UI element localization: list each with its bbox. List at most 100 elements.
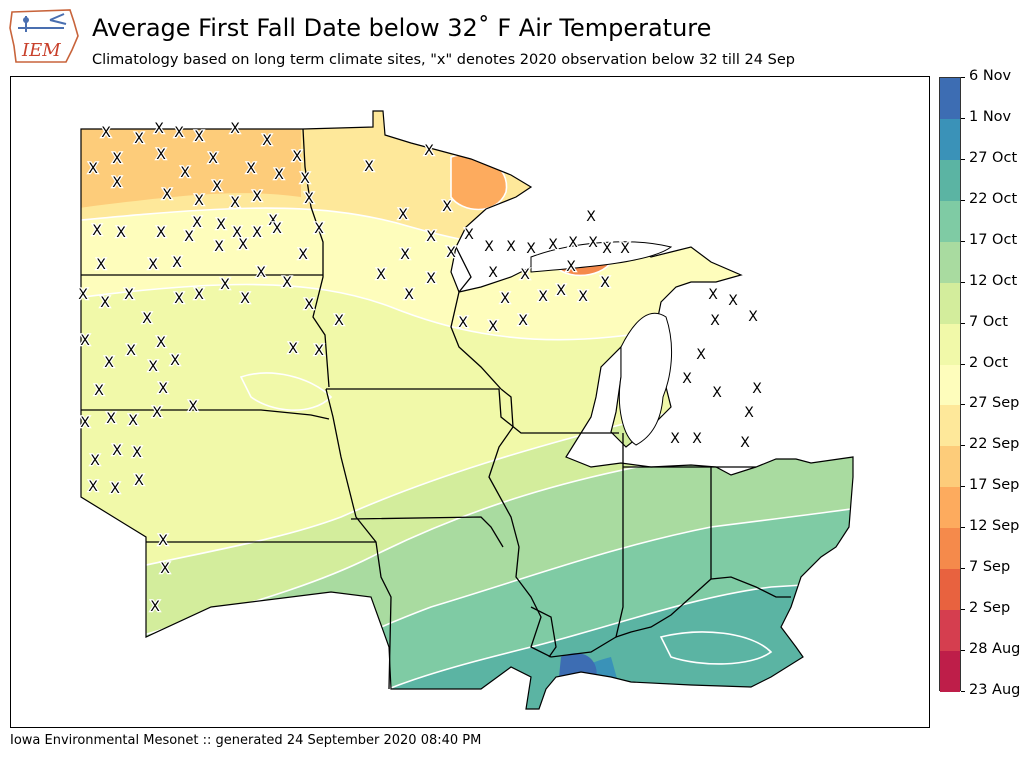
- observation-marker: X: [230, 195, 240, 211]
- observation-marker: X: [110, 481, 120, 497]
- observation-marker: X: [696, 347, 706, 363]
- observation-marker: X: [96, 257, 106, 273]
- colorbar-label: 2 Sep: [969, 600, 1011, 617]
- footer-credit: Iowa Environmental Mesonet :: generated …: [10, 733, 482, 748]
- colorbar-tick: [961, 240, 965, 242]
- observation-marker: X: [484, 239, 494, 255]
- observation-marker: X: [220, 277, 230, 293]
- colorbar-segment: [940, 610, 960, 652]
- observation-marker: X: [268, 213, 278, 229]
- state-borders: [81, 128, 791, 690]
- observation-marker: X: [152, 405, 162, 421]
- observation-marker: X: [298, 247, 308, 263]
- observation-marker: X: [752, 381, 762, 397]
- observation-marker: X: [588, 235, 598, 251]
- observation-marker: X: [488, 319, 498, 335]
- observation-marker: X: [156, 225, 166, 241]
- colorbar-segment: [940, 282, 960, 324]
- page-subtitle: Climatology based on long term climate s…: [92, 52, 795, 68]
- colorbar-segment: [940, 569, 960, 611]
- colorbar-label: 17 Oct: [969, 231, 1018, 248]
- colorbar-tick: [961, 322, 965, 324]
- observation-marker: X: [488, 265, 498, 281]
- observation-marker: X: [172, 255, 182, 271]
- observation-marker: X: [156, 147, 166, 163]
- observation-marker: X: [692, 431, 702, 447]
- observation-marker: X: [80, 415, 90, 431]
- observation-marker: X: [212, 179, 222, 195]
- colorbar: [939, 77, 961, 693]
- observation-marker: X: [364, 159, 374, 175]
- observation-marker: X: [88, 161, 98, 177]
- observation-marker: X: [464, 227, 474, 243]
- observation-marker: X: [272, 221, 282, 237]
- observation-marker: X: [602, 241, 612, 257]
- observation-marker: X: [194, 193, 204, 209]
- page-title: Average First Fall Date below 32˚ F Air …: [92, 14, 712, 42]
- colorbar-label: 7 Sep: [969, 559, 1011, 576]
- observation-marker: X: [446, 245, 456, 261]
- observation-marker: X: [180, 165, 190, 181]
- colorbar-tick: [961, 77, 965, 78]
- colorbar-label: 12 Oct: [969, 272, 1018, 289]
- colorbar-segment: [940, 78, 960, 119]
- colorbar-tick: [961, 609, 965, 611]
- observation-marker: X: [160, 561, 170, 577]
- observation-marker: X: [106, 411, 116, 427]
- observation-marker: X: [292, 149, 302, 165]
- colorbar-tick: [961, 527, 965, 529]
- observation-marker: X: [748, 309, 758, 325]
- observation-marker: X: [304, 191, 314, 207]
- iem-logo: IEM: [8, 6, 80, 68]
- colorbar-segment: [940, 159, 960, 201]
- observation-marker: X: [334, 313, 344, 329]
- observation-marker: X: [170, 353, 180, 369]
- observation-marker: X: [132, 445, 142, 461]
- observation-marker: X: [208, 151, 218, 167]
- observation-marker: X: [156, 335, 166, 351]
- observation-marker: X: [252, 189, 262, 205]
- observation-marker: X: [620, 241, 630, 257]
- observation-marker: X: [506, 239, 516, 255]
- observation-marker: X: [116, 225, 126, 241]
- observation-marker: X: [88, 479, 98, 495]
- colorbar-label: 1 Nov: [969, 108, 1012, 125]
- observation-marker: X: [252, 225, 262, 241]
- observation-marker: X: [158, 533, 168, 549]
- colorbar-tick: [961, 158, 965, 160]
- observation-marker: X: [194, 287, 204, 303]
- colorbar-segment: [940, 651, 960, 693]
- observation-marker: X: [158, 381, 168, 397]
- colorbar-label: 17 Sep: [969, 477, 1020, 494]
- observation-marker: X: [314, 221, 324, 237]
- observation-marker: X: [154, 121, 164, 137]
- colorbar-tick: [961, 486, 965, 488]
- observation-marker: X: [304, 297, 314, 313]
- observation-marker: X: [240, 291, 250, 307]
- observation-marker: X: [232, 225, 242, 241]
- observation-marker: X: [188, 399, 198, 415]
- observation-marker: X: [458, 315, 468, 331]
- observation-marker: X: [126, 343, 136, 359]
- observation-marker: X: [80, 333, 90, 349]
- observation-marker: X: [238, 237, 248, 253]
- observation-marker: X: [104, 355, 114, 371]
- observation-marker: X: [101, 125, 111, 141]
- observation-marker: X: [300, 171, 310, 187]
- colorbar-segment: [940, 528, 960, 570]
- observation-marker: X: [112, 151, 122, 167]
- observation-marker: X: [90, 453, 100, 469]
- colorbar-label: 22 Oct: [969, 190, 1018, 207]
- observation-marker: X: [708, 287, 718, 303]
- observation-marker: X: [314, 343, 324, 359]
- observation-marker: X: [142, 311, 152, 327]
- colorbar-tick: [961, 404, 965, 406]
- observation-marker: X: [256, 265, 266, 281]
- colorbar-label: 22 Sep: [969, 436, 1020, 453]
- colorbar-label: 12 Sep: [969, 518, 1020, 535]
- colorbar-label: 27 Oct: [969, 149, 1018, 166]
- filled-contours: [81, 111, 853, 709]
- observation-marker: X: [282, 275, 292, 291]
